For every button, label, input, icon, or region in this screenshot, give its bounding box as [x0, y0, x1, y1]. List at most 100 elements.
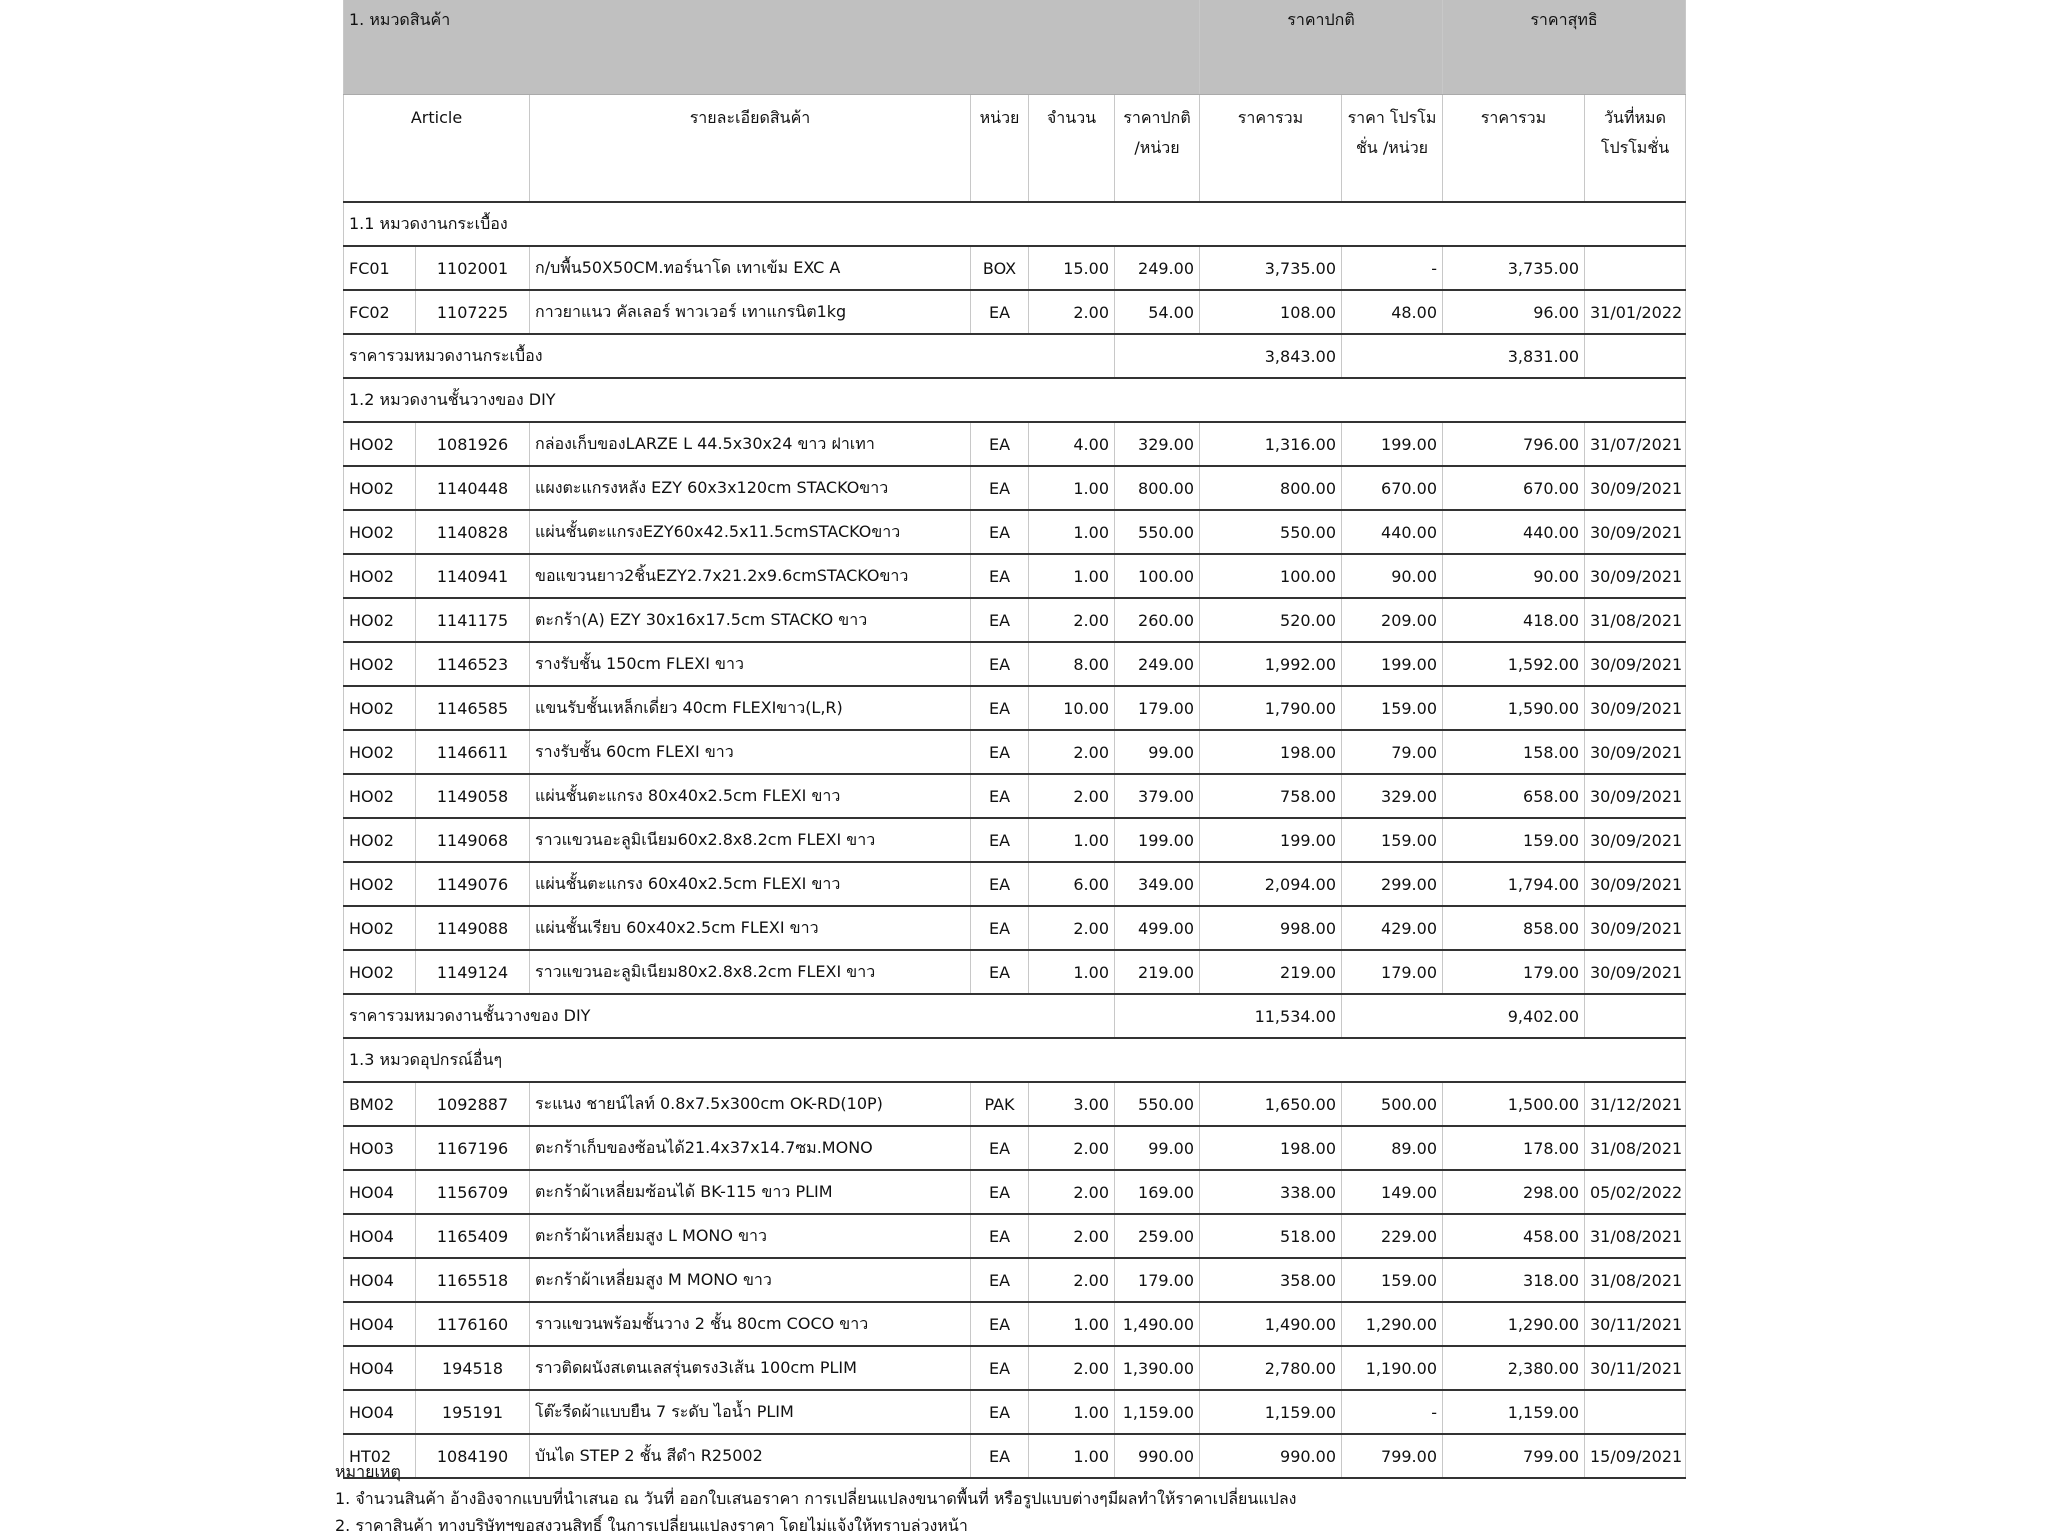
- article-code: HO04: [343, 1302, 416, 1347]
- promo-price: 1,290.00: [1341, 1302, 1443, 1347]
- promo-end: 30/11/2021: [1584, 1302, 1686, 1347]
- description: ขอแขวนยาว2ชิ้นEZY2.7x21.2x9.6cmSTACKOขาว: [529, 554, 971, 599]
- unit-price: 349.00: [1114, 862, 1200, 907]
- promo-end: 30/09/2021: [1584, 774, 1686, 819]
- promo-price: 159.00: [1341, 686, 1443, 731]
- promo-end: 30/09/2021: [1584, 466, 1686, 511]
- qty: 2.00: [1028, 1258, 1115, 1303]
- article-code: HO02: [343, 730, 416, 775]
- total: 998.00: [1199, 906, 1342, 951]
- subtotal-label: ราคารวมหมวดงานกระเบื้อง: [343, 334, 1115, 379]
- net-total: 1,592.00: [1442, 642, 1585, 687]
- net-total: 799.00: [1442, 1434, 1585, 1479]
- promo-price: 440.00: [1341, 510, 1443, 555]
- article-code: HO02: [343, 422, 416, 467]
- promo-end: [1584, 246, 1686, 291]
- promo-end: 31/08/2021: [1584, 1214, 1686, 1259]
- promo-price: 209.00: [1341, 598, 1443, 643]
- promo-price: 79.00: [1341, 730, 1443, 775]
- total: 2,094.00: [1199, 862, 1342, 907]
- promo-end: 30/09/2021: [1584, 906, 1686, 951]
- section-header: 1.1 หมวดงานกระเบื้อง: [343, 202, 1686, 247]
- total: 550.00: [1199, 510, 1342, 555]
- article-number: 1149076: [415, 862, 530, 907]
- unit: EA: [970, 862, 1029, 907]
- unit-price: 179.00: [1114, 686, 1200, 731]
- total: 800.00: [1199, 466, 1342, 511]
- description: ราวแขวนอะลูมิเนียม80x2.8x8.2cm FLEXI ขาว: [529, 950, 971, 995]
- table-row: HO04 1156709 ตะกร้าผ้าเหลี่ยมซ้อนได้ BK-11…: [343, 1170, 1686, 1215]
- description: กาวยาแนว คัลเลอร์ พาวเวอร์ เทาแกรนิต1kg: [529, 290, 971, 335]
- total: 1,790.00: [1199, 686, 1342, 731]
- total: 219.00: [1199, 950, 1342, 995]
- promo-end: 05/02/2022: [1584, 1170, 1686, 1215]
- table-row: BM02 1092887 ระแนง ชายน์ไลท์ 0.8x7.5x300cm…: [343, 1082, 1686, 1127]
- net-total: 418.00: [1442, 598, 1585, 643]
- col-promo-price: ราคา โปรโมชั่น /หน่วย: [1341, 94, 1443, 203]
- net-total: 1,590.00: [1442, 686, 1585, 731]
- unit: EA: [970, 1346, 1029, 1391]
- unit-price: 179.00: [1114, 1258, 1200, 1303]
- total: 990.00: [1199, 1434, 1342, 1479]
- unit-price: 260.00: [1114, 598, 1200, 643]
- article-number: 1146523: [415, 642, 530, 687]
- unit: EA: [970, 1390, 1029, 1435]
- description: บันได STEP 2 ชั้น สีดำ R25002: [529, 1434, 971, 1479]
- promo-price: 299.00: [1341, 862, 1443, 907]
- promo-end: 30/09/2021: [1584, 510, 1686, 555]
- unit: PAK: [970, 1082, 1029, 1127]
- promo-end: 30/09/2021: [1584, 862, 1686, 907]
- unit-price: 100.00: [1114, 554, 1200, 599]
- unit-price: 99.00: [1114, 1126, 1200, 1171]
- qty: 2.00: [1028, 1170, 1115, 1215]
- article-number: 1176160: [415, 1302, 530, 1347]
- promo-price: 48.00: [1341, 290, 1443, 335]
- promo-end: 31/08/2021: [1584, 1126, 1686, 1171]
- qty: 2.00: [1028, 774, 1115, 819]
- total: 1,316.00: [1199, 422, 1342, 467]
- qty: 1.00: [1028, 554, 1115, 599]
- col-qty: จำนวน: [1028, 94, 1115, 203]
- article-code: HO02: [343, 818, 416, 863]
- promo-price: 329.00: [1341, 774, 1443, 819]
- col-description: รายละเอียดสินค้า: [529, 94, 971, 203]
- promo-price: 799.00: [1341, 1434, 1443, 1479]
- total: 338.00: [1199, 1170, 1342, 1215]
- unit: EA: [970, 818, 1029, 863]
- net-total: 318.00: [1442, 1258, 1585, 1303]
- net-total: 158.00: [1442, 730, 1585, 775]
- description: รางรับชั้น 60cm FLEXI ขาว: [529, 730, 971, 775]
- note-item: 1. จำนวนสินค้า อ้างอิงจากแบบที่นำเสนอ ณ …: [335, 1489, 1297, 1508]
- article-code: HO03: [343, 1126, 416, 1171]
- table-row: HO02 1149076 แผ่นชั้นตะแกรง 60x40x2.5cm FL…: [343, 862, 1686, 907]
- col-net-total: ราคารวม: [1442, 94, 1585, 203]
- article-number: 1140448: [415, 466, 530, 511]
- section-title: 1.1 หมวดงานกระเบื้อง: [343, 202, 1686, 247]
- table-row: HO04 1165518 ตะกร้าผ้าเหลี่ยมสูง M MONO ขา…: [343, 1258, 1686, 1303]
- subtotal-row: ราคารวมหมวดงานชั้นวางของ DIY 11,534.00 9,4…: [343, 994, 1686, 1039]
- promo-price: 199.00: [1341, 422, 1443, 467]
- unit-price: 54.00: [1114, 290, 1200, 335]
- unit: EA: [970, 1214, 1029, 1259]
- total: 1,490.00: [1199, 1302, 1342, 1347]
- table-row: HO02 1149058 แผ่นชั้นตะแกรง 80x40x2.5cm FL…: [343, 774, 1686, 819]
- qty: 2.00: [1028, 906, 1115, 951]
- unit-price: 249.00: [1114, 246, 1200, 291]
- unit-price: 499.00: [1114, 906, 1200, 951]
- col-unit: หน่วย: [970, 94, 1029, 203]
- description: แขนรับชั้นเหล็กเดี่ยว 40cm FLEXIขาว(L,R): [529, 686, 971, 731]
- total: 199.00: [1199, 818, 1342, 863]
- net-total: 159.00: [1442, 818, 1585, 863]
- table-row: HO04 1176160 ราวแขวนพร้อมชั้นวาง 2 ชั้น 80…: [343, 1302, 1686, 1347]
- article-code: HO02: [343, 686, 416, 731]
- unit-price: 1,490.00: [1114, 1302, 1200, 1347]
- article-number: 1102001: [415, 246, 530, 291]
- description: แผ่นชั้นตะแกรงEZY60x42.5x11.5cmSTACKOขาว: [529, 510, 971, 555]
- unit: BOX: [970, 246, 1029, 291]
- article-number: 1146611: [415, 730, 530, 775]
- qty: 1.00: [1028, 950, 1115, 995]
- total: 198.00: [1199, 1126, 1342, 1171]
- net-total: 458.00: [1442, 1214, 1585, 1259]
- article-number: 1092887: [415, 1082, 530, 1127]
- promo-end: 30/09/2021: [1584, 554, 1686, 599]
